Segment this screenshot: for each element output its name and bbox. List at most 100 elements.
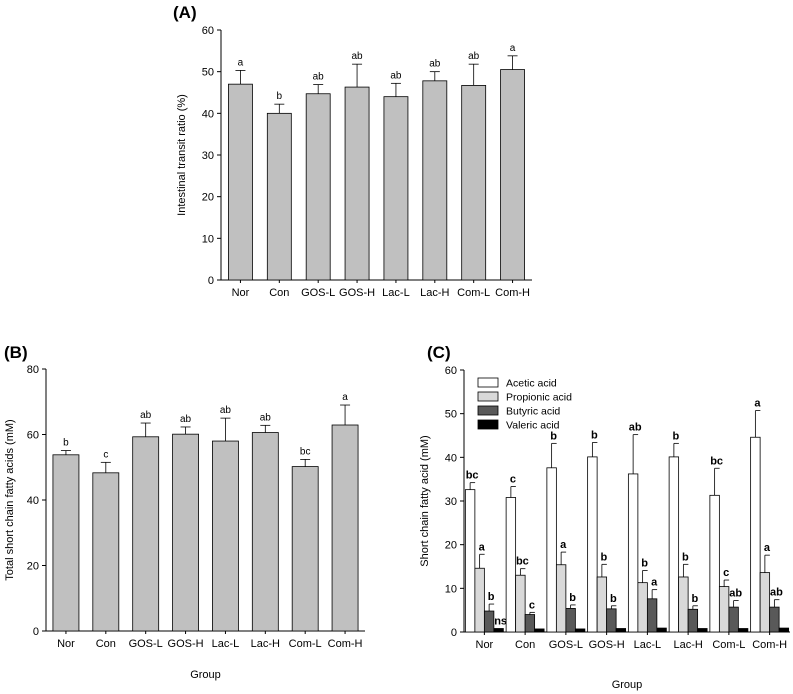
y-tick-label: 0 [33, 626, 39, 638]
x-axis-label: Group [190, 669, 221, 681]
bar [565, 608, 576, 633]
x-tick-label: Con [96, 638, 116, 650]
x-tick-label: Com-H [328, 638, 363, 650]
significance-label: ab [220, 405, 232, 416]
bar [718, 586, 730, 633]
bar [331, 424, 359, 632]
bar [769, 606, 780, 633]
bar [493, 628, 504, 633]
y-tick-label: 0 [451, 627, 457, 639]
significance-label: b [682, 551, 689, 563]
bar [728, 606, 739, 633]
significance-label: a [342, 392, 348, 403]
x-tick-label: GOS-L [129, 638, 163, 650]
bar [464, 489, 476, 633]
bar [474, 567, 485, 633]
x-tick-label: Lac-L [382, 287, 410, 299]
bar [656, 627, 667, 633]
x-tick-label: Nor [476, 639, 494, 651]
y-tick-label: 60 [445, 365, 457, 377]
significance-label: bc [516, 556, 529, 568]
x-tick-label: Com-L [457, 287, 490, 299]
significance-label: ab [313, 72, 325, 83]
significance-label: b [692, 593, 699, 605]
significance-label: ab [468, 51, 480, 62]
significance-label: ab [180, 414, 192, 425]
x-tick-label: Com-H [752, 639, 787, 651]
panel-b: (B) 0 20 40 60 80 Total short chain fatty acid… [4, 343, 365, 681]
x-tick-label: Com-H [495, 287, 530, 299]
legend-label: Propionic acid [506, 392, 572, 404]
bar [383, 96, 409, 281]
significance-label: c [529, 599, 535, 611]
bar [709, 494, 720, 633]
y-tick-label: 20 [445, 540, 457, 552]
x-tick-label: Lac-H [251, 638, 280, 650]
bar [646, 598, 658, 633]
legend-label: Butyric acid [506, 406, 560, 418]
x-axis-label: Group [612, 679, 643, 691]
significance-label: b [488, 591, 495, 603]
y-tick-label: 0 [208, 275, 214, 287]
bar [555, 564, 567, 633]
x-tick-label: GOS-H [339, 287, 375, 299]
bar [678, 576, 689, 633]
bar [132, 436, 160, 632]
bar [759, 572, 771, 633]
x-tick-label: Lac-H [673, 639, 702, 651]
y-axis-label: Total short chain fatty acids (mM) [4, 419, 16, 580]
bar [505, 497, 517, 633]
y-tick-label: 40 [202, 108, 214, 120]
bar [750, 436, 761, 633]
bar [627, 473, 639, 633]
x-tick-label: Con [515, 639, 535, 651]
y-tick-label: 10 [445, 583, 457, 595]
significance-label: ab [352, 51, 364, 62]
y-tick-label: 50 [445, 409, 457, 421]
x-tick-label: Lac-H [420, 287, 449, 299]
bar [606, 608, 617, 633]
bar [172, 433, 199, 632]
bar [500, 69, 525, 281]
significance-label: b [641, 557, 648, 569]
bar [344, 86, 370, 281]
significance-label: a [651, 577, 658, 589]
significance-label: b [550, 430, 557, 442]
x-tick-label: Nor [232, 287, 250, 299]
bar [637, 582, 648, 633]
legend-label: Acetic acid [506, 378, 557, 390]
y-tick-label: 30 [202, 150, 214, 162]
x-tick-label: GOS-H [168, 638, 204, 650]
bar [737, 628, 749, 633]
panel-label: (B) [4, 343, 28, 362]
bar [228, 83, 253, 281]
significance-label: c [723, 567, 729, 579]
bar [615, 628, 627, 633]
significance-label: b [591, 429, 598, 441]
panel-label: (C) [427, 343, 451, 362]
y-tick-label: 60 [27, 430, 39, 442]
significance-label: a [479, 541, 486, 553]
y-tick-label: 80 [27, 364, 39, 376]
bar [546, 467, 557, 633]
bar [596, 576, 608, 633]
significance-label: bc [300, 446, 311, 457]
y-tick-label: 40 [27, 495, 39, 507]
bar [515, 574, 526, 633]
significance-label: b [277, 91, 283, 102]
significance-label: b [673, 430, 680, 442]
significance-label: b [610, 593, 617, 605]
x-tick-label: Lac-L [212, 638, 240, 650]
significance-label: ab [140, 410, 152, 421]
bar [668, 456, 680, 633]
bar [524, 614, 536, 633]
y-axis-label: Short chain fatty acid (mM) [419, 435, 431, 566]
significance-label: ab [770, 587, 783, 599]
significance-label: ab [260, 412, 272, 423]
x-tick-label: GOS-L [549, 639, 583, 651]
bar [697, 628, 708, 633]
bar [212, 440, 239, 632]
bar [574, 628, 586, 633]
x-tick-label: Lac-L [634, 639, 662, 651]
